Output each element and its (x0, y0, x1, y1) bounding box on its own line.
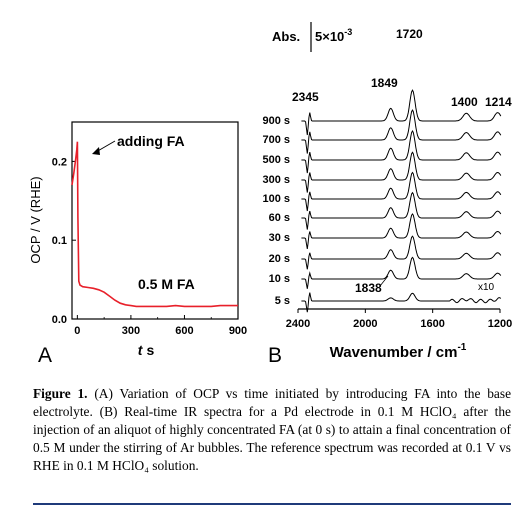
wn-tick-label-2: 1600 (420, 318, 444, 330)
spectrum-4 (301, 171, 502, 212)
panel-b-xlabel: Wavenumber / cm-1 (330, 342, 467, 361)
peak-label-1214: 1214 (485, 95, 512, 109)
spectrum-3 (301, 151, 502, 193)
wn-tick-label-1: 2000 (353, 318, 377, 330)
spectrum-label-9: 5 s (275, 295, 290, 307)
peak-label-1838: 1838 (355, 281, 382, 295)
panel-b-marks: 2400 2000 1600 1200 900 s 700 s 500 s 300 s 100 … (262, 89, 512, 330)
panel-b-xlabel-main: Wavenumber / cm (330, 344, 458, 361)
x-tick-label-0: 0 (74, 325, 80, 337)
spectrum-label-1: 700 s (262, 134, 290, 146)
ocp-series-line (71, 141, 238, 308)
scale-bar-label: Abs. (272, 29, 300, 44)
peak-label-1720: 1720 (396, 27, 423, 41)
y-tick-label-0: 0.0 (52, 314, 67, 326)
annotation-concentration: 0.5 M FA (138, 276, 195, 292)
panel-a-plot-frame (71, 121, 239, 320)
annotation-adding-fa: adding FA (117, 133, 185, 149)
x-tick-label-1: 300 (122, 325, 140, 337)
panel-a-xlabel-symbol: t (138, 342, 144, 358)
scale-note-x10: x10 (478, 282, 495, 293)
figure-caption: Figure 1. (A) Variation of OCP vs time i… (33, 385, 511, 475)
spectrum-label-6: 30 s (269, 232, 290, 244)
wn-tick-label-0: 2400 (286, 318, 310, 330)
peak-label-1849: 1849 (371, 76, 398, 90)
spectrum-label-5: 60 s (269, 212, 290, 224)
panel-a-letter: A (38, 344, 52, 367)
panel-b-letter: B (268, 344, 282, 367)
spectrum-0 (301, 89, 502, 136)
spectrum-label-8: 10 s (269, 273, 290, 285)
peak-label-1400: 1400 (451, 95, 478, 109)
peak-1838-pointer (379, 275, 389, 287)
peak-label-2345: 2345 (292, 90, 319, 104)
spectrum-label-0: 900 s (262, 115, 290, 127)
caption-rule (33, 503, 511, 505)
caption-label: Figure 1. (33, 386, 88, 401)
spectrum-6 (301, 213, 502, 249)
spectrum-label-4: 100 s (262, 193, 290, 205)
scale-bar-value: 5×10-3 (315, 27, 352, 44)
spectrum-2 (301, 129, 502, 174)
wn-tick-label-3: 1200 (488, 318, 512, 330)
annotation-arrow-head (92, 147, 100, 155)
spectrum-1 (301, 109, 502, 154)
panel-b-xlabel-sup: -1 (457, 342, 466, 353)
spectrum-label-7: 20 s (269, 253, 290, 265)
panel-a-ylabel: OCP / V (RHE) (28, 176, 43, 263)
scale-bar-value-main: 5×10 (315, 29, 344, 44)
spectrum-label-3: 300 s (262, 174, 290, 186)
caption-text: (A) Variation of OCP vs time initiated b… (33, 386, 512, 473)
spectrum-8 (301, 256, 502, 289)
y-tick-label-1: 0.1 (52, 235, 67, 247)
spectrum-9 (301, 292, 502, 313)
spectrum-5 (301, 191, 502, 230)
x-tick-label-2: 600 (175, 325, 193, 337)
y-tick-label-2: 0.2 (52, 156, 67, 168)
panel-a-marks: 0 300 600 900 0.0 0.1 0.2 (52, 141, 247, 337)
spectrum-label-2: 500 s (262, 154, 290, 166)
spectrum-7 (301, 235, 502, 270)
x-tick-label-3: 900 (229, 325, 247, 337)
panel-b-chart: 2400 2000 1600 1200 900 s 700 s 500 s 300 s 100 … (262, 22, 512, 367)
panel-a-xlabel-unit: s (146, 342, 154, 358)
scale-bar-value-sup: -3 (344, 27, 352, 37)
